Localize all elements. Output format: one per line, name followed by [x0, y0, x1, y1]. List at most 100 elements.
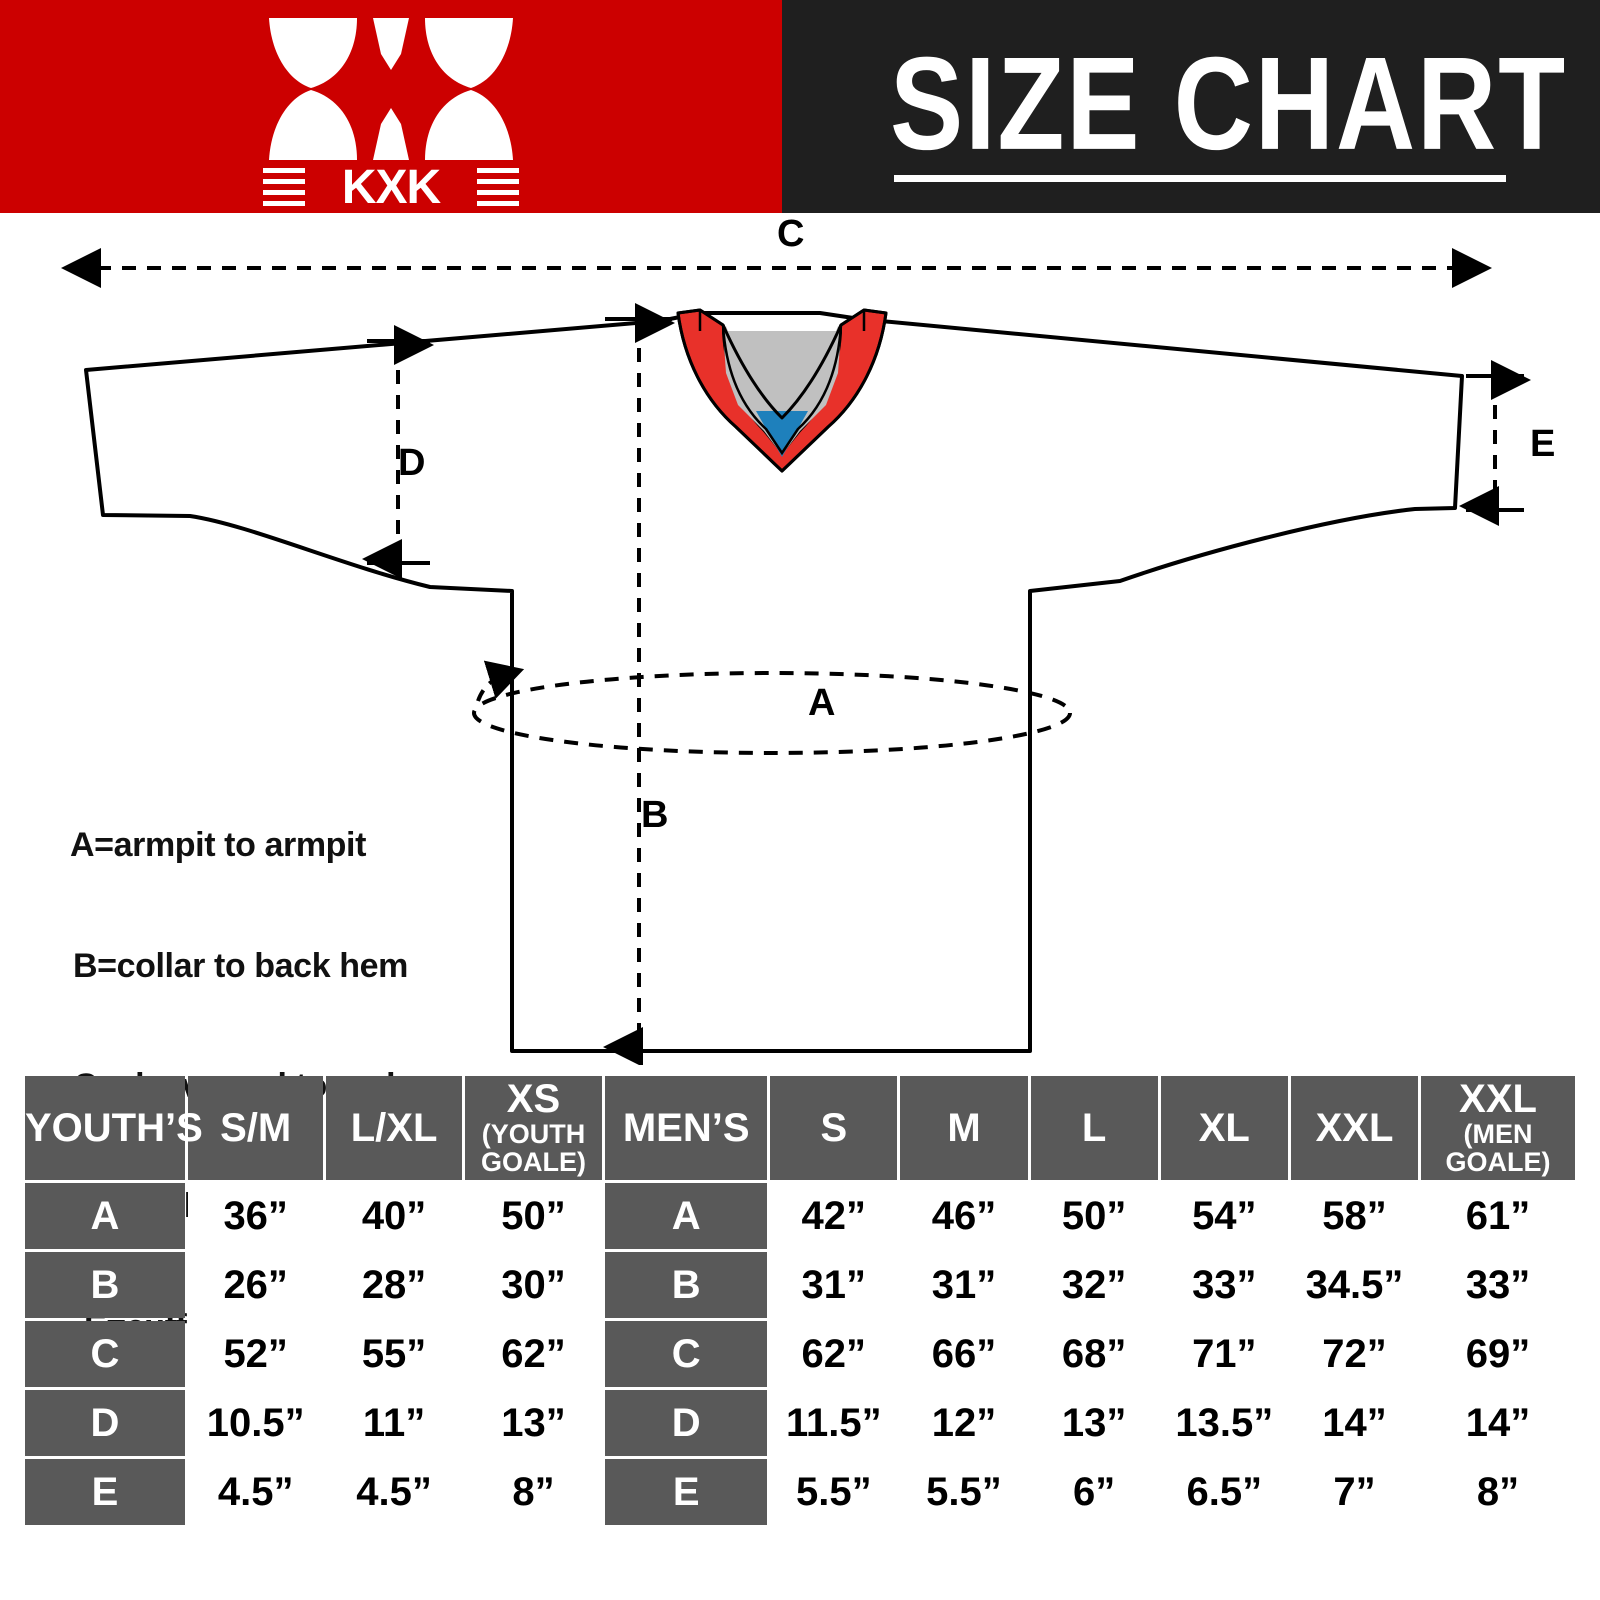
row-label-men: B [605, 1252, 768, 1318]
cell-men-l: 13” [1030, 1390, 1158, 1456]
header-cell-mens: MEN’S [605, 1076, 768, 1180]
dimension-e-label: E [1530, 423, 1555, 465]
row-label-men: C [605, 1321, 768, 1387]
header-main: S/M [220, 1105, 292, 1150]
cell-men-xxl-goalie: 8” [1421, 1459, 1575, 1525]
table-row: D 10.5” 11” 13” D 11.5” 12” 13” 13.5” 14… [25, 1390, 1575, 1456]
header-main: M [947, 1105, 981, 1150]
header-cell-xl: XL [1160, 1076, 1288, 1180]
table-row: E 4.5” 4.5” 8” E 5.5” 5.5” 6” 6.5” 7” 8” [25, 1459, 1575, 1525]
dimension-d: D [362, 325, 434, 579]
row-label-youth: C [25, 1321, 185, 1387]
dimension-e: E [1459, 360, 1555, 526]
dimension-a: A [472, 660, 1072, 755]
header-cell-xxl: XXL [1290, 1076, 1419, 1180]
cell-men-s: 42” [770, 1183, 898, 1249]
cell-men-l: 6” [1030, 1459, 1158, 1525]
header-sub: (YOUTH GOALE) [480, 1119, 586, 1178]
jersey-collar [676, 308, 888, 473]
cell-men-xl: 71” [1160, 1321, 1288, 1387]
title-banner: SIZE CHART [782, 0, 1600, 213]
cell-youth-lxl: 28” [326, 1252, 462, 1318]
header-cell-m: M [900, 1076, 1028, 1180]
table-row: B 26” 28” 30” B 31” 31” 32” 33” 34.5” 33… [25, 1252, 1575, 1318]
jersey-measurement-diagram: C D [0, 213, 1600, 1065]
cell-youth-lxl: 11” [326, 1390, 462, 1456]
title-underline [894, 175, 1506, 182]
cell-men-s: 5.5” [770, 1459, 898, 1525]
header-main: XXL [1315, 1105, 1394, 1150]
page-header: KXK SIZE CHART [0, 0, 1600, 214]
row-label-youth: B [25, 1252, 185, 1318]
dimension-d-label: D [398, 442, 425, 484]
row-label-men: D [605, 1390, 768, 1456]
header-cell-l: L [1030, 1076, 1158, 1180]
header-sub: (MEN GOALE) [1445, 1119, 1551, 1178]
cell-men-xxl: 7” [1290, 1459, 1419, 1525]
cell-youth-xs: 30” [464, 1252, 603, 1318]
dimension-b-label: B [641, 794, 668, 836]
page-title: SIZE CHART [890, 30, 1568, 178]
dimension-c: C [61, 213, 1492, 288]
cell-men-s: 31” [770, 1252, 898, 1318]
logo-bars-left [263, 167, 305, 206]
cell-men-s: 62” [770, 1321, 898, 1387]
jersey-svg: C D [61, 213, 1555, 1065]
cell-men-xxl-goalie: 14” [1421, 1390, 1575, 1456]
dimension-c-label: C [777, 213, 804, 255]
header-main: XXL [1459, 1077, 1537, 1122]
cell-youth-sm: 36” [188, 1183, 324, 1249]
cell-men-m: 5.5” [900, 1459, 1028, 1525]
cell-youth-lxl: 4.5” [326, 1459, 462, 1525]
dimension-b: B [603, 303, 675, 1065]
cell-men-m: 31” [900, 1252, 1028, 1318]
row-label-men: E [605, 1459, 768, 1525]
size-table-container: YOUTH’S S/M L/XL XS (YOUTH GOALE) MEN’S … [22, 1073, 1578, 1528]
cell-men-xl: 6.5” [1160, 1459, 1288, 1525]
header-cell-youths: YOUTH’S [25, 1076, 203, 1180]
header-main: S [820, 1105, 848, 1150]
cell-youth-sm: 26” [188, 1252, 324, 1318]
cell-youth-sm: 4.5” [188, 1459, 324, 1525]
cell-youth-xs: 13” [464, 1390, 603, 1456]
brand-banner: KXK [0, 0, 782, 214]
header-main: YOUTH’S [25, 1105, 203, 1150]
logo-bars-right [477, 167, 519, 206]
cell-men-xl: 54” [1160, 1183, 1288, 1249]
row-label-youth: E [25, 1459, 185, 1525]
kxk-logo-mark [269, 17, 513, 160]
cell-men-l: 50” [1030, 1183, 1158, 1249]
cell-youth-xs: 8” [464, 1459, 603, 1525]
cell-men-xxl-goalie: 33” [1421, 1252, 1575, 1318]
cell-men-xxl-goalie: 61” [1421, 1183, 1575, 1249]
cell-youth-sm: 52” [188, 1321, 324, 1387]
cell-men-xxl: 58” [1290, 1183, 1419, 1249]
header-main: XS [506, 1077, 561, 1122]
brand-wordmark: KXK [341, 160, 441, 214]
cell-youth-lxl: 40” [326, 1183, 462, 1249]
cell-men-xl: 33” [1160, 1252, 1288, 1318]
dimension-a-label: A [808, 682, 835, 724]
cell-men-xl: 13.5” [1160, 1390, 1288, 1456]
kxk-logo: KXK [261, 14, 521, 214]
cell-men-s: 11.5” [770, 1390, 898, 1456]
legend-line-b: B=collar to back hem [73, 946, 408, 985]
header-cell-xs-youth-goalie: XS (YOUTH GOALE) [464, 1076, 603, 1180]
cell-men-l: 32” [1030, 1252, 1158, 1318]
cell-men-xxl: 72” [1290, 1321, 1419, 1387]
table-row: A 36” 40” 50” A 42” 46” 50” 54” 58” 61” [25, 1183, 1575, 1249]
cell-men-l: 68” [1030, 1321, 1158, 1387]
header-cell-lxl: L/XL [326, 1076, 462, 1180]
legend-line-a: A=armpit to armpit [70, 826, 367, 865]
header-main: XL [1198, 1105, 1250, 1150]
cell-youth-lxl: 55” [326, 1321, 462, 1387]
header-cell-s: S [770, 1076, 898, 1180]
header-cell-xxl-men-goalie: XXL (MEN GOALE) [1421, 1076, 1575, 1180]
header-main: MEN’S [622, 1105, 750, 1150]
header-main: L [1081, 1105, 1107, 1150]
row-label-men: A [605, 1183, 768, 1249]
table-header-row: YOUTH’S S/M L/XL XS (YOUTH GOALE) MEN’S … [25, 1076, 1575, 1180]
size-table: YOUTH’S S/M L/XL XS (YOUTH GOALE) MEN’S … [22, 1073, 1578, 1528]
row-label-youth: A [25, 1183, 185, 1249]
cell-youth-xs: 62” [464, 1321, 603, 1387]
